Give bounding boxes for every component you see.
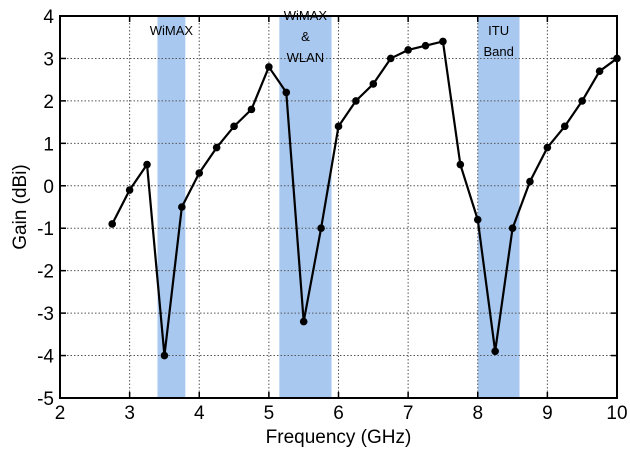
series-0-point-4 (178, 203, 186, 211)
x-tick-label-6: 6 (333, 403, 344, 424)
frequency-bands (157, 16, 520, 398)
series-0-point-26 (560, 122, 569, 131)
x-tick-label-9: 9 (542, 403, 553, 424)
series-0-point-24 (526, 177, 534, 186)
series-0-point-5 (195, 169, 204, 177)
series-0-point-11 (299, 317, 308, 326)
series-0-point-12 (317, 224, 325, 233)
series-0-point-1 (125, 186, 134, 194)
y-tick-label--3: -3 (37, 304, 54, 325)
x-tick-label-3: 3 (124, 403, 135, 424)
band-labels: WiMAX WiMAX & WLAN ITU Band (150, 8, 514, 65)
series-0-point-2 (143, 160, 151, 169)
series-0-line (111, 40, 618, 357)
band-2-label-line-0: ITU (488, 23, 509, 38)
band-1 (279, 16, 332, 398)
series-0-point-9 (265, 63, 273, 71)
y-tick-label-4: 4 (43, 7, 54, 28)
y-axis-label: Gain (dBi) (10, 164, 31, 250)
band-2 (477, 16, 520, 398)
series-0-point-13 (334, 122, 343, 131)
series-0-point-23 (508, 224, 517, 233)
series-0-point-27 (578, 97, 586, 105)
series-0-point-17 (404, 46, 412, 54)
y-tick-label--5: -5 (37, 389, 54, 410)
x-tick-label-5: 5 (264, 403, 275, 424)
x-tick-label-7: 7 (403, 403, 414, 424)
y-tick-label-1: 1 (43, 134, 54, 155)
band-2-label-line-1: Band (483, 44, 513, 59)
series-0-point-10 (282, 88, 291, 97)
series-0-point-19 (439, 37, 447, 46)
band-1-label-line-0: WiMAX (284, 8, 328, 23)
y-tick-label--4: -4 (37, 347, 54, 368)
band-1-label-line-2: WLAN (287, 50, 325, 65)
gain-series (108, 37, 621, 360)
series-0-point-6 (212, 143, 221, 152)
series-0-point-16 (386, 54, 395, 63)
series-0-point-22 (491, 347, 499, 356)
band-0-label-line-0: WiMAX (150, 23, 194, 38)
y-tick-label--2: -2 (37, 262, 54, 283)
x-tick-label-4: 4 (194, 403, 205, 424)
series-0-point-20 (456, 160, 465, 169)
series-0-point-21 (473, 215, 482, 224)
x-tick-label-10: 10 (606, 403, 627, 424)
y-tick-label--1: -1 (37, 219, 54, 240)
series-0-point-25 (543, 143, 552, 152)
series-0-point-8 (247, 105, 256, 114)
x-tick-label-2: 2 (55, 403, 66, 424)
x-tick-label-8: 8 (472, 403, 483, 424)
series-0-point-14 (352, 97, 360, 105)
series-0-point-18 (421, 41, 430, 50)
series-0-point-15 (369, 80, 378, 88)
x-axis-label: Frequency (GHz) (266, 427, 412, 448)
band-1-label-line-1: & (301, 29, 310, 44)
series-0-point-28 (595, 67, 604, 75)
y-tick-label-0: 0 (43, 177, 54, 198)
series-0-point-7 (230, 122, 238, 131)
grid (60, 16, 617, 398)
series-0-point-3 (160, 351, 169, 360)
y-tick-label-2: 2 (43, 92, 54, 113)
series-0-point-0 (108, 220, 117, 228)
y-tick-label-3: 3 (43, 49, 54, 70)
